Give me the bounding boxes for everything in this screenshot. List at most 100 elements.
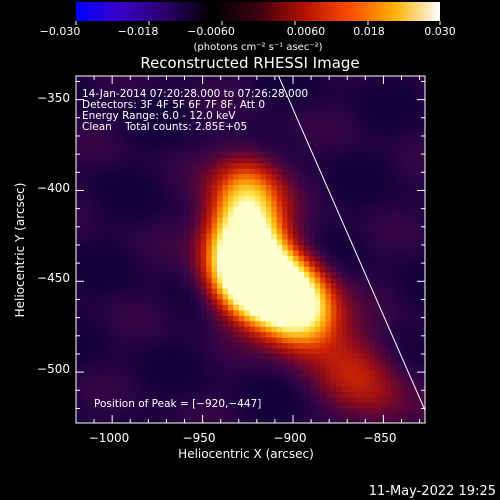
heatmap-cell [292, 103, 300, 110]
heatmap-cell [423, 195, 425, 202]
heatmap-cell [119, 234, 126, 241]
heatmap-cell [86, 223, 93, 230]
heatmap-cell [168, 125, 175, 132]
heatmap-cell [309, 108, 316, 115]
heatmap-cell [276, 157, 283, 164]
heatmap-cell [81, 81, 88, 88]
heatmap-cell [271, 413, 278, 420]
heatmap-cell [108, 108, 115, 115]
heatmap-cell [179, 250, 186, 257]
heatmap-cell [368, 370, 375, 377]
heatmap-cell [195, 239, 202, 246]
heatmap-cell [368, 315, 375, 322]
heatmap-cell [227, 337, 234, 344]
heatmap-cell [113, 272, 120, 279]
heatmap-cell [157, 386, 164, 393]
heatmap-cell [222, 168, 229, 175]
heatmap-cell [314, 266, 321, 273]
heatmap-cell [108, 185, 115, 192]
heatmap-cell [287, 277, 294, 284]
heatmap-cell [417, 392, 424, 399]
heatmap-cell [157, 266, 164, 273]
heatmap-cell [396, 403, 403, 410]
heatmap-cell [287, 403, 294, 410]
heatmap-cell [401, 332, 408, 339]
heatmap-cell [417, 234, 424, 241]
heatmap-cell [124, 283, 131, 290]
heatmap-cell [130, 119, 137, 126]
heatmap-cell [325, 413, 332, 420]
heatmap-cell [363, 375, 370, 382]
heatmap-cell [81, 283, 88, 290]
heatmap-cell [396, 261, 403, 268]
heatmap-cell [162, 381, 169, 388]
heatmap-cell [103, 179, 110, 186]
heatmap-cell [417, 321, 424, 328]
heatmap-cell [97, 419, 104, 423]
heatmap-cell [189, 277, 196, 284]
heatmap-cell [412, 135, 419, 142]
heatmap-cell [217, 97, 224, 104]
heatmap-cell [227, 381, 234, 388]
heatmap-cell [113, 321, 120, 328]
heatmap-cell [309, 261, 316, 268]
heatmap-cell [217, 266, 224, 273]
heatmap-cell [309, 168, 316, 175]
heatmap-cell [162, 332, 169, 339]
heatmap-cell [325, 288, 332, 295]
heatmap-cell [157, 163, 164, 170]
colorbar-tick-label: 0.030 [424, 25, 456, 38]
heatmap-cell [401, 81, 408, 88]
heatmap-cell [189, 381, 196, 388]
heatmap-cell [352, 294, 359, 301]
heatmap-cell [406, 108, 413, 115]
heatmap-cell [385, 141, 392, 148]
heatmap-cell [222, 119, 229, 126]
heatmap-cell [292, 326, 300, 333]
heatmap-cell [173, 92, 180, 99]
heatmap-cell [113, 212, 120, 219]
heatmap-cell [130, 146, 137, 153]
heatmap-cell [255, 234, 262, 241]
heatmap-cell [86, 103, 93, 110]
heatmap-cell [157, 157, 164, 164]
heatmap-cell [81, 381, 88, 388]
heatmap-cell [385, 381, 392, 388]
heatmap-cell [173, 97, 180, 104]
heatmap-cell [255, 119, 262, 126]
heatmap-cell [244, 419, 251, 423]
heatmap-cell [157, 119, 164, 126]
heatmap-cell [141, 408, 148, 415]
heatmap-cell [195, 174, 202, 181]
heatmap-cell [417, 125, 424, 132]
heatmap-cell [233, 125, 240, 132]
heatmap-cell [249, 119, 256, 126]
heatmap-cell [124, 370, 131, 377]
heatmap-cell [396, 326, 403, 333]
heatmap-cell [135, 190, 142, 197]
heatmap-cell [347, 353, 354, 361]
heatmap-cell [76, 163, 83, 170]
heatmap-cell [206, 397, 213, 404]
heatmap-cell [157, 315, 164, 322]
heatmap-cell [396, 294, 403, 301]
heatmap-cell [363, 348, 370, 355]
heatmap-cell [227, 283, 234, 290]
heatmap-cell [76, 190, 83, 197]
heatmap-cell [320, 125, 327, 132]
heatmap-cell [189, 370, 196, 377]
heatmap-cell [168, 283, 175, 290]
heatmap-cell [309, 114, 316, 121]
heatmap-cell [325, 239, 332, 246]
heatmap-cell [412, 201, 419, 208]
heatmap-cell [81, 332, 88, 339]
heatmap-cell [276, 174, 283, 181]
heatmap-cell [396, 206, 403, 213]
heatmap-cell [244, 239, 251, 246]
heatmap-cell [162, 130, 169, 137]
heatmap-cell [97, 195, 104, 202]
heatmap-cell [412, 337, 419, 344]
heatmap-cell [249, 97, 256, 104]
heatmap-cell [330, 119, 337, 126]
heatmap-cell [374, 130, 381, 137]
